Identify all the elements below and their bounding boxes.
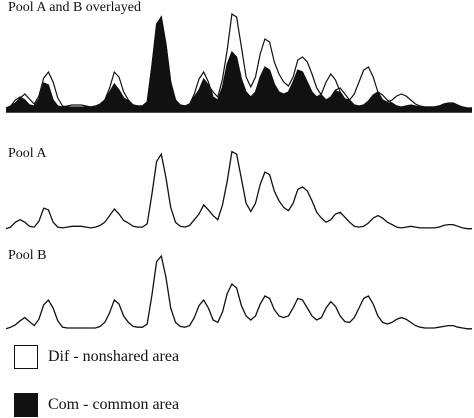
series-line-pool-a-overlay	[5, 12, 472, 109]
legend-item-dif: Dif - nonshared area	[14, 344, 179, 370]
legend-label-dif: Dif - nonshared area	[48, 348, 180, 365]
series-line-pool-a	[5, 150, 472, 230]
legend-label-com: Com - common area	[48, 396, 180, 413]
pool-b-chart	[5, 254, 472, 330]
legend-swatch-dif	[14, 345, 38, 369]
overlay-chart	[5, 12, 472, 113]
series-line-pool-b-overlay	[5, 15, 472, 109]
pool-b-title: Pool B	[8, 248, 47, 263]
legend-swatch-com	[14, 393, 38, 417]
common-area	[6, 17, 472, 112]
pool-a-chart	[5, 150, 472, 230]
series-line-pool-b	[5, 254, 472, 330]
pool-a-title: Pool A	[8, 146, 47, 161]
overlay-title: Pool A and B overlayed	[8, 0, 141, 15]
legend-item-com: Com - common area	[14, 392, 179, 418]
